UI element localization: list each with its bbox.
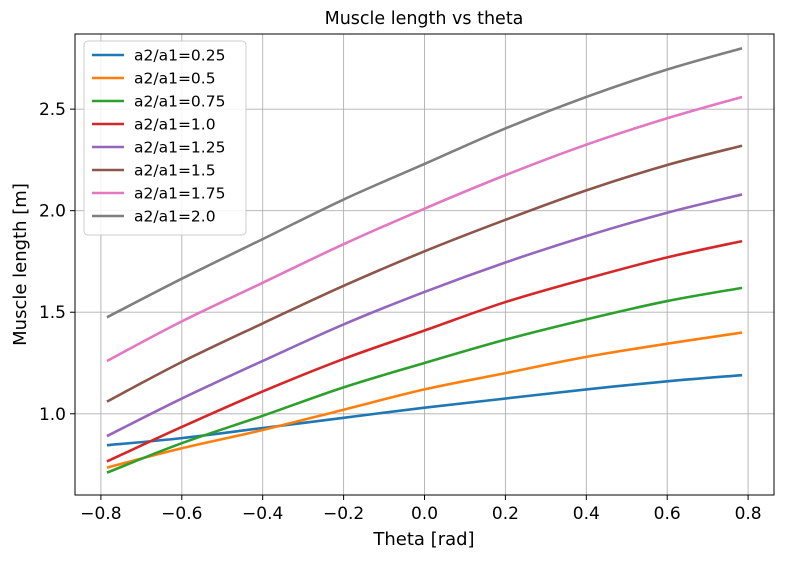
x-tick-label: −0.2 bbox=[323, 504, 364, 524]
series-line-1 bbox=[106, 331, 743, 469]
legend-label-1: a2/a1=0.5 bbox=[134, 70, 216, 88]
y-tick-label: 2.5 bbox=[39, 100, 66, 120]
legend-label-7: a2/a1=2.0 bbox=[134, 208, 216, 226]
y-axis-label: Muscle length [m] bbox=[10, 183, 31, 346]
x-tick-label: −0.8 bbox=[80, 504, 121, 524]
legend: a2/a1=0.25 a2/a1=0.5 a2/a1=0.75 a2/a1=1.0 a2… bbox=[83, 40, 247, 236]
series-line-4 bbox=[106, 193, 743, 438]
legend-label-3: a2/a1=1.0 bbox=[134, 116, 216, 134]
series-line-6 bbox=[106, 95, 743, 363]
series-line-3 bbox=[106, 239, 743, 463]
x-tick-label: −0.6 bbox=[161, 504, 202, 524]
y-tick-label: 2.0 bbox=[39, 202, 66, 222]
x-tick-label: 0.6 bbox=[654, 504, 681, 524]
legend-label-2: a2/a1=0.75 bbox=[134, 93, 225, 111]
legend-label-0: a2/a1=0.25 bbox=[134, 47, 225, 65]
legend-label-5: a2/a1=1.5 bbox=[134, 162, 216, 180]
y-tick-label: 1.5 bbox=[39, 303, 66, 323]
series-line-0 bbox=[106, 373, 743, 447]
x-tick-label: 0.2 bbox=[492, 504, 519, 524]
series-line-2 bbox=[106, 286, 743, 474]
series-line-5 bbox=[106, 144, 743, 403]
x-tick-label: −0.4 bbox=[242, 504, 283, 524]
x-axis-label: Theta [rad] bbox=[372, 529, 474, 550]
series-lines bbox=[106, 46, 743, 474]
x-tick-label: 0.4 bbox=[573, 504, 600, 524]
legend-label-6: a2/a1=1.75 bbox=[134, 185, 225, 203]
x-tick-label: 0.0 bbox=[411, 504, 438, 524]
series-line-7 bbox=[106, 46, 743, 319]
x-tick-label: 0.8 bbox=[735, 504, 762, 524]
legend-label-4: a2/a1=1.25 bbox=[134, 139, 225, 157]
chart-title: Muscle length vs theta bbox=[325, 9, 524, 29]
legend-box bbox=[83, 40, 247, 236]
y-tick-label: 1.0 bbox=[39, 405, 66, 425]
axes: −0.8 −0.6 −0.4 −0.2 0.0 0.2 0.4 0.6 0.8 1.0 1.5 2.0… bbox=[39, 100, 762, 524]
